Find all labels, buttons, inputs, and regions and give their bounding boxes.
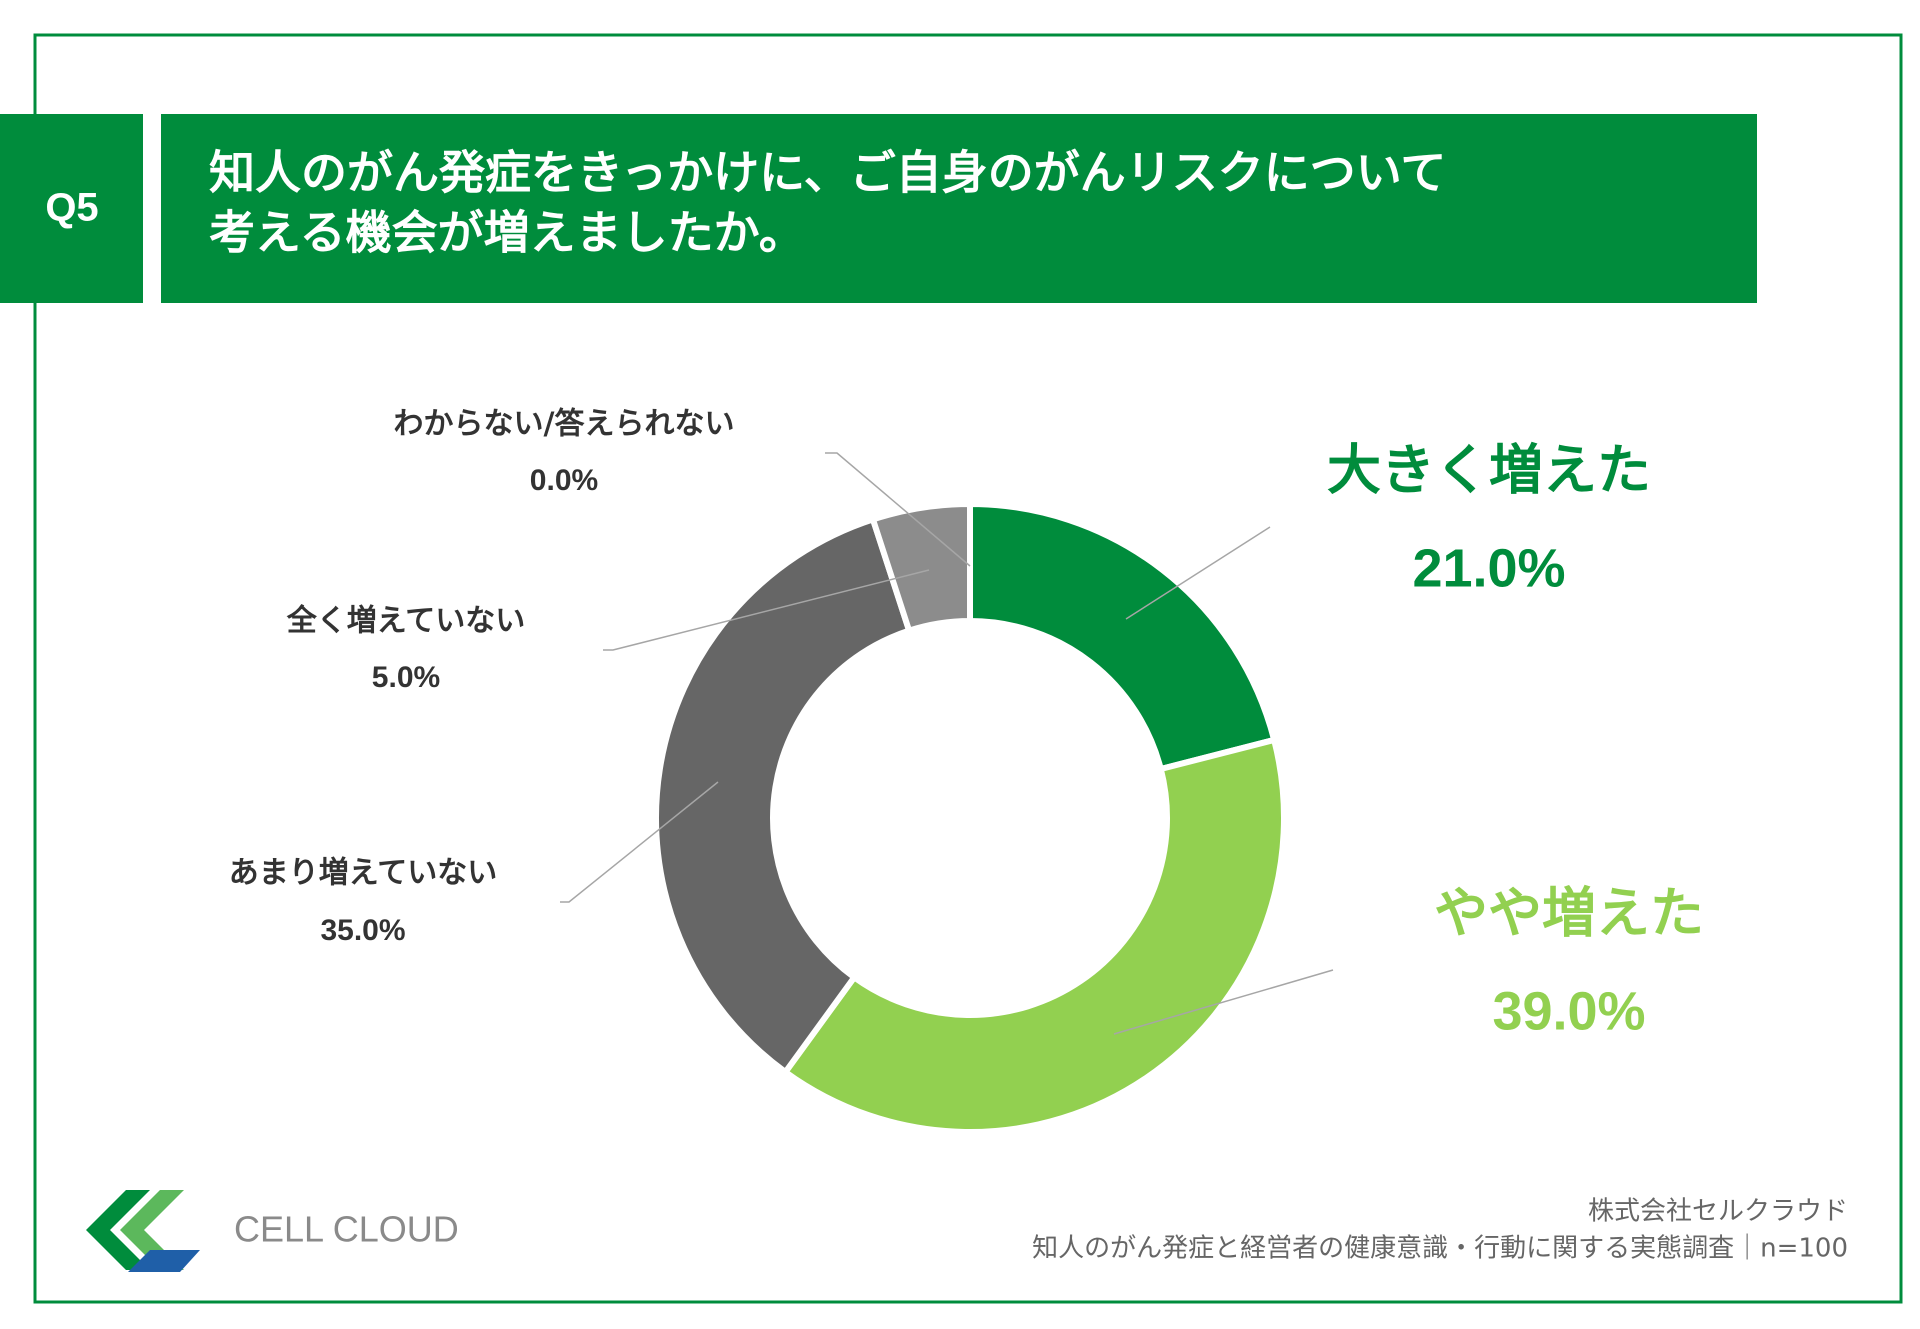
leader-line	[1113, 969, 1334, 1035]
title-line: 考える機会が増えましたか。	[209, 206, 805, 260]
leader-line	[825, 452, 971, 567]
source: 株式会社セルクラウド	[1588, 1197, 1848, 1227]
source: 知人のがん発症と経営者の健康意識・行動に関する実態調査｜n=100	[1032, 1234, 1848, 1264]
slice-label: わからない/答えられない	[394, 407, 735, 442]
slice-label: やや増えた	[1434, 882, 1704, 945]
logo-shape	[86, 1190, 150, 1270]
frame	[33, 33, 1903, 1304]
badge-box	[0, 114, 143, 303]
leader-line	[560, 781, 719, 903]
value-label: 35.0%	[320, 914, 405, 947]
leader-line	[1125, 526, 1271, 620]
chart: 大きく増えた 21.0% やや増えた 39.0% あまり増えていない 35.0% 全く増えて…	[229, 407, 1704, 1135]
slice	[653, 515, 913, 1077]
value-label: 0.0%	[530, 464, 598, 497]
slice-label: あまり増えていない	[229, 856, 498, 891]
value-label: 5.0%	[372, 661, 440, 694]
title-line: 知人のがん発症をきっかけに、ご自身のがんリスクについて	[209, 146, 1446, 200]
title-box	[161, 114, 1757, 303]
slice-label: 大きく増えた	[1327, 439, 1651, 502]
slice	[967, 500, 1278, 773]
logo-shape	[128, 1250, 200, 1272]
badge: Q5	[45, 186, 98, 230]
value-label: 39.0%	[1492, 981, 1645, 1041]
value-label: 21.0%	[1412, 538, 1565, 598]
logo-icon	[86, 1190, 200, 1272]
slice-label: 全く増えていない	[286, 604, 526, 639]
logo-text: CELL CLOUD	[234, 1209, 459, 1250]
slice	[781, 736, 1287, 1135]
leader-line	[603, 569, 930, 651]
